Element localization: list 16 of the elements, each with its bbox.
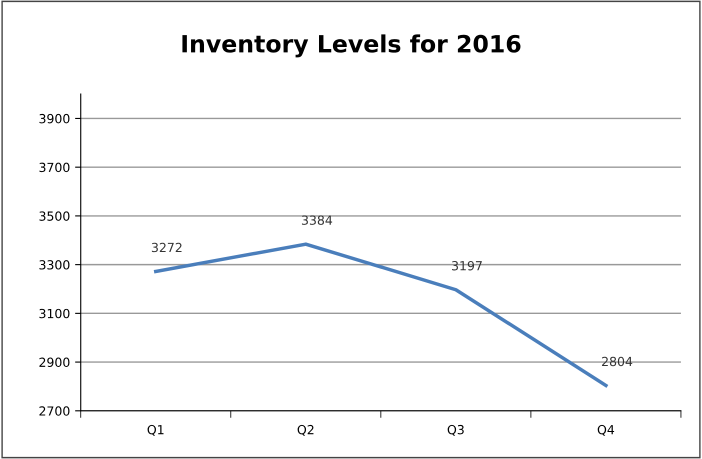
x-tick-label: Q2	[298, 424, 314, 436]
data-label: 2804	[602, 356, 632, 366]
y-tick-label: 3500	[39, 211, 70, 221]
data-label: 3384	[302, 215, 332, 225]
data-label: 3272	[152, 242, 182, 252]
x-tick-label: Q1	[148, 424, 164, 436]
y-tick-label: 2700	[39, 406, 70, 416]
chart-title: Inventory Levels for 2016	[182, 34, 520, 58]
y-tick-label: 2900	[39, 358, 70, 368]
y-tick-label: 3300	[39, 260, 70, 270]
data-label: 3197	[452, 261, 482, 270]
x-tick-label: Q3	[448, 424, 464, 436]
x-tick-label: Q4	[598, 424, 614, 436]
y-tick-label: 3900	[39, 114, 70, 124]
y-tick-label: 3100	[39, 308, 70, 318]
y-tick-label: 3700	[39, 162, 70, 172]
